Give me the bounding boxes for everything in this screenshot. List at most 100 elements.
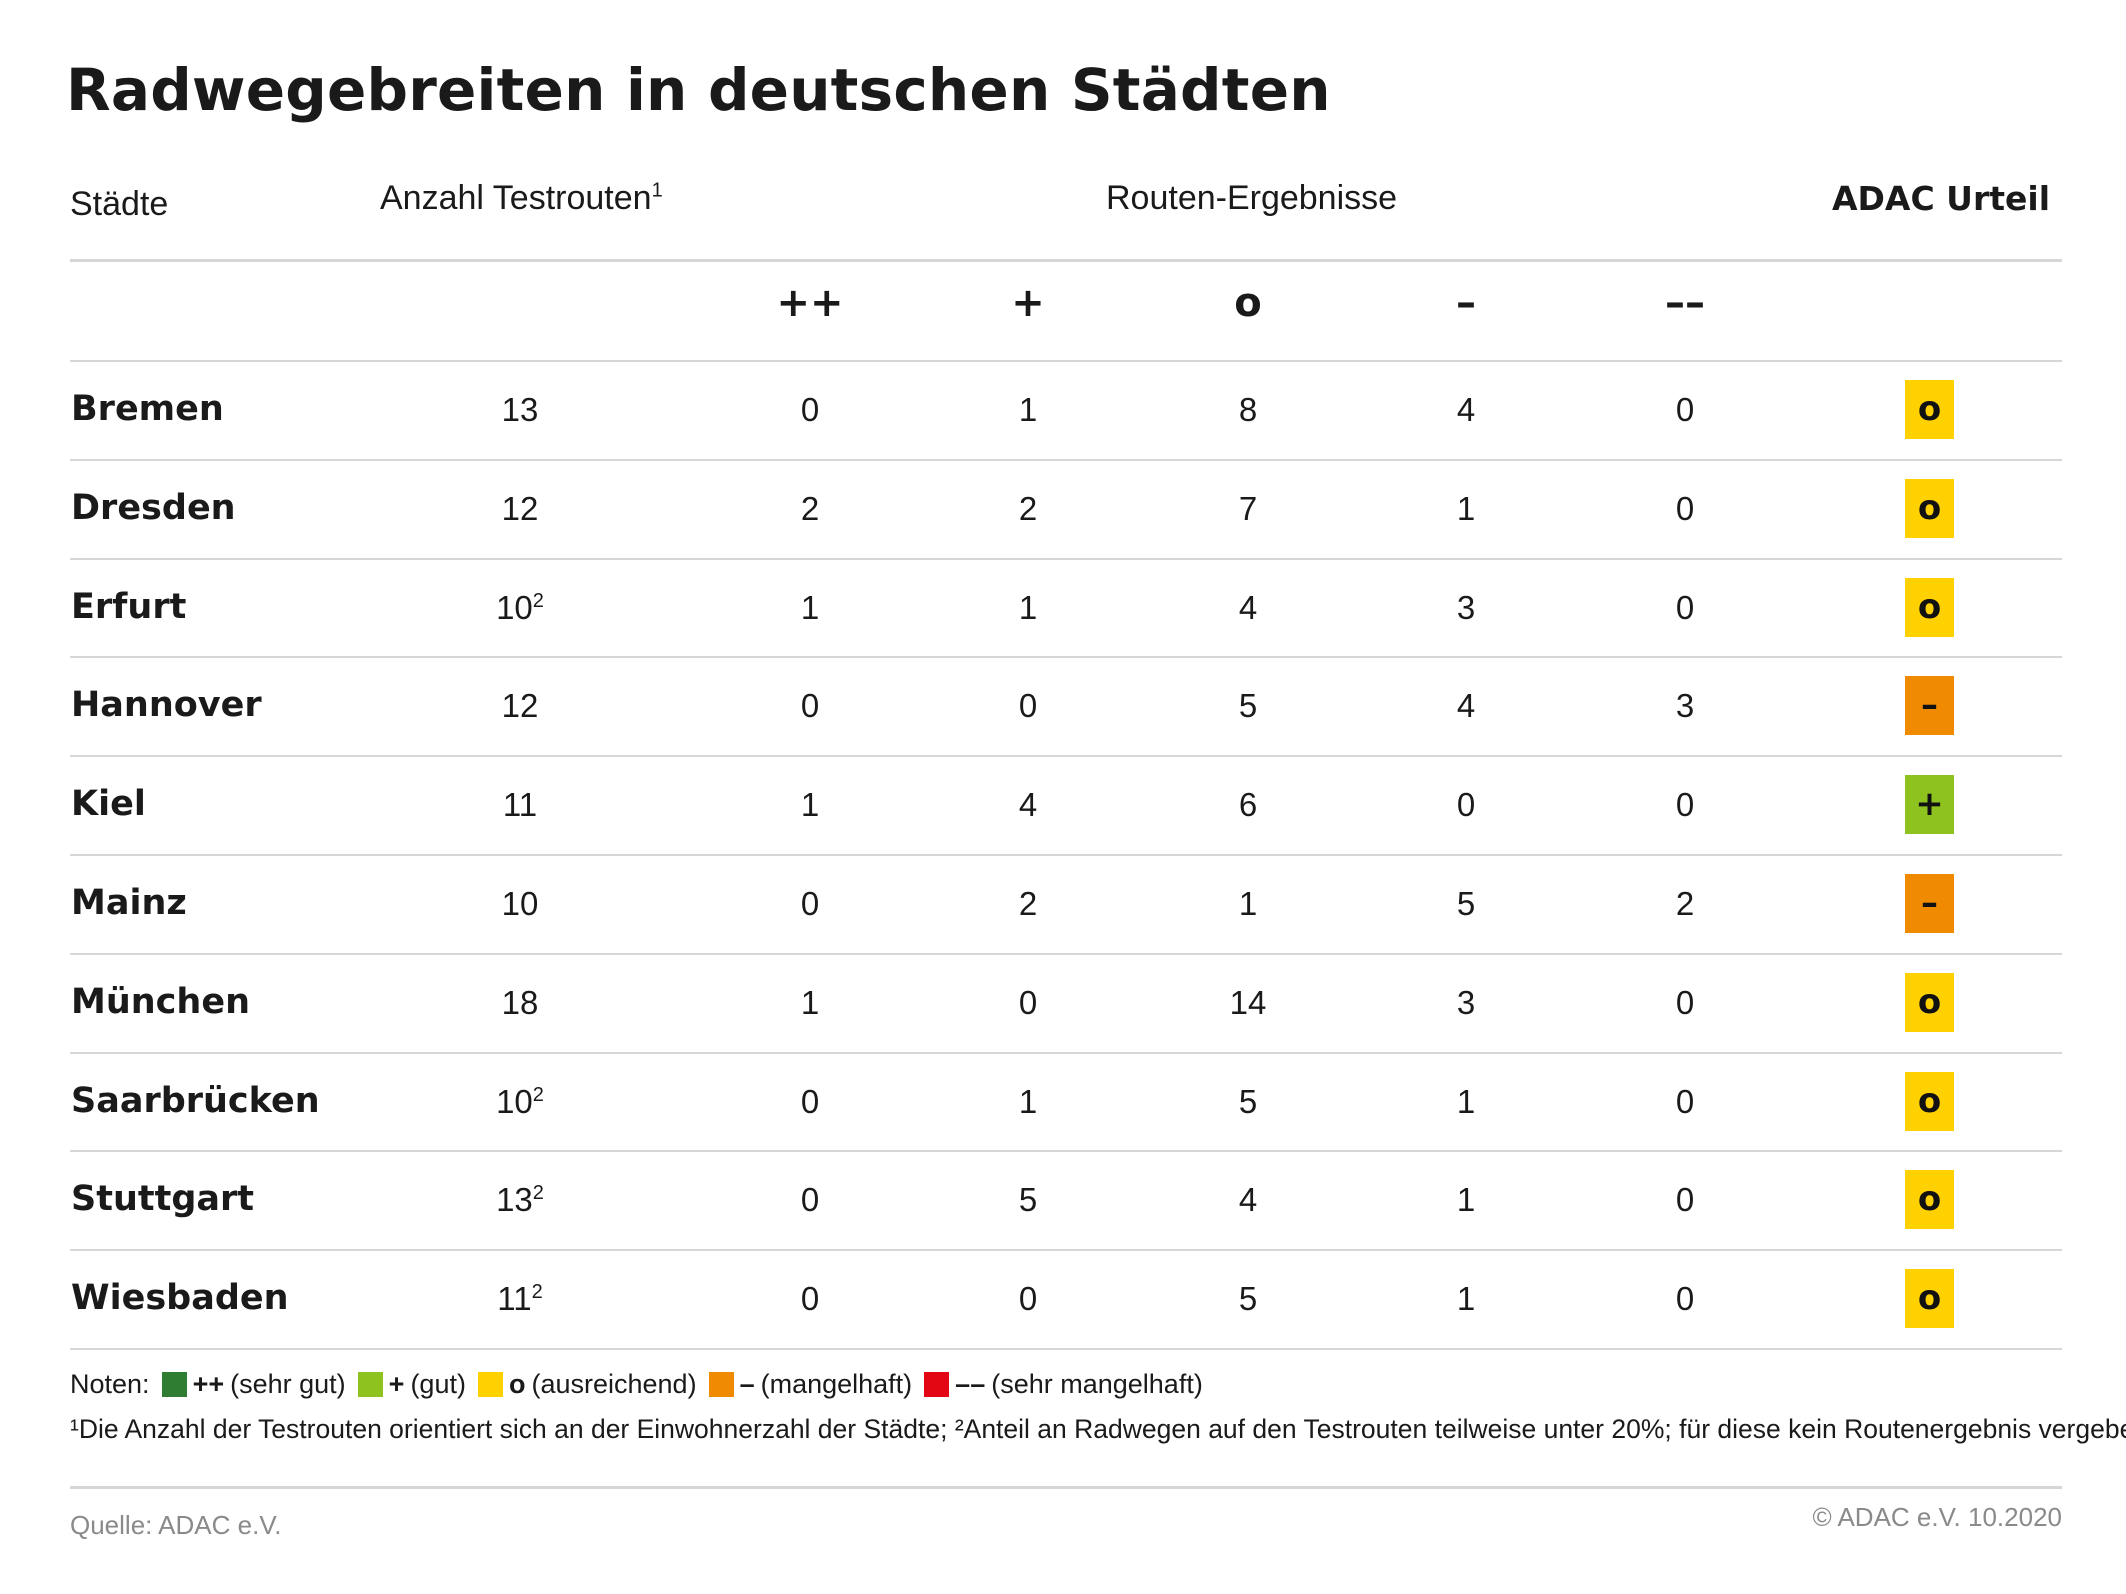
result-count-3: 4 [1456,687,1476,725]
routes-value: 12 [501,489,539,527]
result-count-3: 1 [1456,1181,1476,1219]
routes-count: 13 [460,360,580,459]
routes-value: 13 [501,391,539,428]
result-count-1: 0 [1018,983,1038,1021]
row-divider [70,557,2062,560]
legend-swatch [477,1372,503,1397]
city-name: Hannover [71,685,262,726]
city-name: Stuttgart [71,1179,254,1220]
header-routes-sup: 1 [651,179,663,202]
result-count-1: 1 [1018,588,1038,626]
result-count-0: 0 [800,885,820,922]
routes-value: 11 [497,1280,532,1318]
routes-value: 10 [496,588,533,626]
legend-swatch [708,1372,734,1397]
table-row: Bremen 13 0 1 8 4 0 o [0,360,2126,459]
result-count-4: 0 [1675,391,1695,428]
legend-label: (sehr gut) [230,1369,346,1399]
result-count-2: 5 [1238,1082,1258,1120]
row-divider [70,1249,2062,1252]
city-name: Kiel [71,784,146,825]
row-divider [70,1348,2062,1350]
result-count-4: 0 [1675,1280,1695,1318]
result-count-0: 0 [800,1280,820,1318]
table-row: München 18 1 0 14 3 0 o [0,953,2126,1052]
result-count-1: 2 [1018,489,1038,527]
routes-value: 12 [501,687,539,725]
header-results-label: Routen-Ergebnisse [1106,179,1398,217]
legend-label: (mangelhaft) [760,1369,913,1399]
copyright-label: © ADAC e.V. 10.2020 [1812,1502,2062,1532]
routes-value: 18 [501,983,539,1021]
verdict-badge: o [1905,380,1954,439]
routes-count: 12 [460,459,580,558]
result-count-2: 4 [1238,588,1258,626]
verdict-badge: – [1905,874,1954,933]
result-count-0: 2 [800,489,820,527]
symbol-divider [70,360,2062,362]
city-name: Mainz [71,883,187,923]
verdict-badge: o [1905,478,1954,538]
legend-key: + [388,1369,405,1399]
row-divider [70,656,2062,659]
verdict-badge: o [1905,1269,1954,1329]
legend-swatch [357,1372,383,1397]
routes-footnote-marker: 2 [532,1083,544,1106]
result-count-4: 3 [1675,687,1695,725]
routes-count: 132 [460,1150,580,1249]
result-count-4: 0 [1675,786,1695,824]
legend-prefix: Noten: [70,1369,150,1399]
verdict-badge: o [1905,577,1954,637]
header-verdict: ADAC Urteil [1832,179,2050,218]
header-divider [70,259,2062,262]
routes-count: 112 [460,1249,580,1348]
legend-swatch [924,1372,950,1397]
legend-label: (sehr mangelhaft) [991,1369,1203,1399]
result-count-0: 0 [800,391,820,428]
routes-footnote-marker: 2 [532,589,544,612]
legend-swatch [161,1372,187,1397]
routes-value: 10 [496,1082,533,1120]
result-count-4: 0 [1675,489,1695,527]
row-divider [70,1051,2062,1054]
table-row: Erfurt 102 1 1 4 3 0 o [0,558,2126,657]
verdict-badge: – [1905,676,1954,736]
result-count-2: 14 [1229,983,1267,1021]
header-routes: Anzahl Testrouten1 [380,179,663,218]
verdict-badge: o [1905,972,1954,1032]
result-count-3: 3 [1456,588,1476,626]
result-count-1: 2 [1018,885,1038,922]
city-name: Erfurt [71,586,187,627]
result-symbol-0: ++ [776,280,844,326]
result-count-2: 5 [1238,687,1258,725]
result-count-4: 0 [1675,1181,1695,1219]
row-divider [70,1150,2062,1153]
header-cities-label: Städte [70,185,169,223]
verdict-badge: o [1905,1071,1954,1131]
routes-count: 18 [460,953,580,1052]
legend-label: (ausreichend) [531,1369,697,1399]
verdict-badge: + [1905,775,1954,835]
routes-value: 13 [496,1181,533,1219]
row-divider [70,854,2062,856]
result-count-1: 0 [1018,1280,1038,1318]
result-symbol-4: –– [1665,280,1705,326]
routes-count: 102 [460,1052,580,1151]
result-count-4: 2 [1675,885,1695,922]
header-routes-label: Anzahl Testrouten [380,179,652,217]
result-count-2: 4 [1238,1181,1258,1219]
table-row: Kiel 11 1 4 6 0 0 + [0,755,2126,854]
table-row: Stuttgart 132 0 5 4 1 0 o [0,1150,2126,1249]
routes-value: 10 [501,885,539,922]
result-count-0: 0 [800,687,820,725]
legend-key: – [739,1369,755,1399]
routes-count: 12 [460,656,580,755]
result-symbol-1: + [1011,280,1045,326]
row-divider [70,458,2062,461]
result-count-4: 0 [1675,1082,1695,1120]
result-count-0: 1 [800,983,820,1021]
result-count-1: 1 [1018,1082,1038,1120]
result-count-4: 0 [1675,588,1695,626]
legend-key: –– [955,1369,986,1399]
legend-items: ++ (sehr gut) + (gut) o (ausreichend) – (mangel… [150,1369,1203,1400]
